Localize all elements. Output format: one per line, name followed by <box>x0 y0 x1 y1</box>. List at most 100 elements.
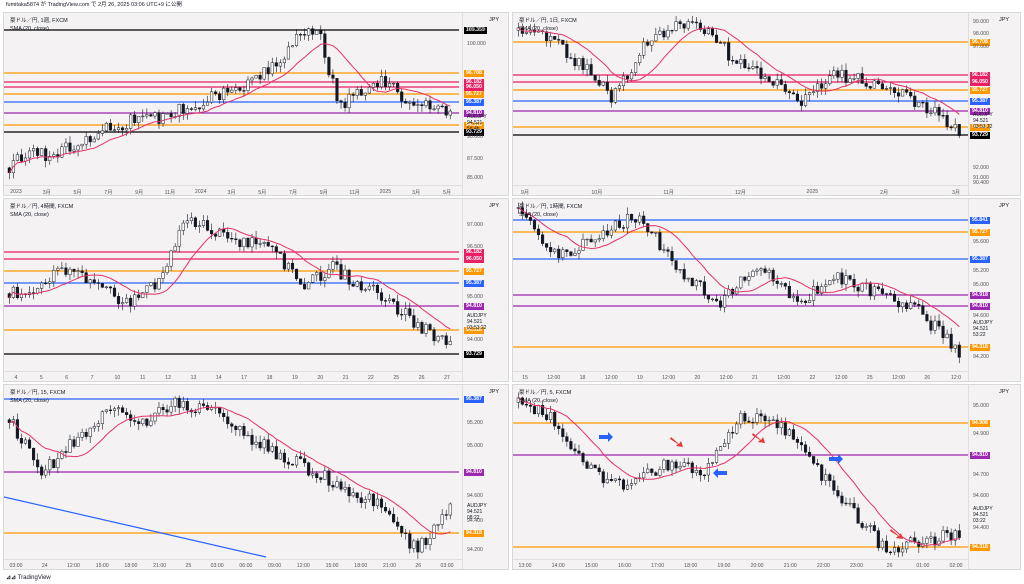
red-arrow-icon[interactable] <box>752 433 765 443</box>
candle <box>137 418 141 431</box>
candle <box>593 239 597 247</box>
candle <box>436 104 440 114</box>
price-axis[interactable]: JPY 109.359 96.708 96.182 96.050 95.727 95.38… <box>462 13 508 195</box>
candle <box>751 269 755 278</box>
time-axis[interactable]: 03:00 24 12:00 15:00 18:00 21:00 25 03:00 06:00 0… <box>4 559 462 569</box>
time-tick: 3月 <box>951 190 961 196</box>
time-axis[interactable]: 4 5 6 7 10 11 12 13 14 17 18 19 20 21 22 25 26 27 <box>4 371 462 381</box>
candle <box>856 284 860 298</box>
candle <box>436 523 440 532</box>
red-arrow-icon[interactable] <box>890 529 903 539</box>
candle <box>108 405 112 415</box>
chart-panel-15m[interactable]: 豪ドル／円, 15, FXCM SMA (20, close) JPY 95.3… <box>3 384 509 570</box>
candle <box>48 456 52 476</box>
candle <box>440 335 444 340</box>
candle <box>690 460 694 479</box>
candle <box>323 465 327 481</box>
price-plot[interactable] <box>513 13 973 185</box>
price-axis[interactable]: JPY 95.841 95.727 95.387 94.918 94.810 94.318… <box>968 199 1020 381</box>
candle <box>642 37 646 59</box>
time-axis[interactable]: 2023 3月 5月 7月 9月 11月 2024 3月 5月 7月 9月 11月 2025 3月 5月 <box>4 185 462 196</box>
time-tick: 12:00 <box>777 375 791 381</box>
sma-indicator-label[interactable]: SMA (20, close) <box>519 398 558 404</box>
chart-panel-5m[interactable]: 豪ドル／円, 5, FXCM SMA (20, close) JPY 94.90… <box>512 384 1021 570</box>
price-level-label: 94.810 <box>464 468 484 476</box>
candle <box>727 429 731 450</box>
candle <box>444 104 448 119</box>
price-tick: 94.200 <box>467 547 483 554</box>
candle <box>56 452 60 473</box>
price-plot[interactable] <box>513 385 973 559</box>
candle <box>832 66 836 79</box>
price-plot[interactable] <box>4 13 464 185</box>
candle <box>945 526 949 538</box>
candle <box>286 457 290 470</box>
candle <box>719 445 723 451</box>
candle <box>226 410 230 429</box>
candle <box>27 437 32 449</box>
candle <box>404 528 408 540</box>
red-arrow-icon[interactable] <box>670 437 683 447</box>
candle <box>343 264 347 280</box>
candle <box>23 152 28 166</box>
price-axis[interactable]: JPY 94.908 94.810 94.318 95.000 94.900 94.700… <box>968 385 1020 569</box>
price-level-label: 96.708 <box>464 69 484 77</box>
candle <box>901 302 905 313</box>
candle <box>315 29 319 35</box>
candle <box>129 295 133 313</box>
time-tick: 09:00 <box>268 563 282 569</box>
chart-panel-1h[interactable]: 豪ドル／円, 1時間, FXCM SMA (20, close) JPY 95.… <box>512 198 1021 382</box>
price-plot[interactable] <box>4 385 464 559</box>
candle <box>698 19 702 33</box>
time-tick: 10月 <box>591 190 603 196</box>
candle <box>820 283 824 296</box>
candle <box>323 273 327 288</box>
candle <box>303 277 307 290</box>
candle <box>941 108 945 119</box>
candle <box>359 277 363 293</box>
candle <box>609 225 613 239</box>
price-plot[interactable] <box>4 199 464 371</box>
sma-indicator-label[interactable]: SMA (20, close) <box>519 26 558 32</box>
candle <box>840 491 844 507</box>
candle <box>828 472 832 487</box>
candle <box>262 240 266 248</box>
price-tick: 95.000 <box>467 442 483 449</box>
chart-panel-4h[interactable]: 豪ドル／円, 4時間, FXCM SMA (20, close) JPY 96.… <box>3 198 509 382</box>
price-plot[interactable] <box>513 199 973 371</box>
blue-arrow-icon[interactable] <box>599 432 613 442</box>
candle <box>795 436 799 449</box>
candle <box>674 459 678 474</box>
time-axis[interactable]: 13:00 14:00 15:00 16:00 17:00 18:00 19:00 20:00… <box>513 559 968 569</box>
candle <box>145 285 149 299</box>
candle <box>929 107 933 117</box>
candle <box>941 525 945 544</box>
price-axis[interactable]: JPY 96.708 96.182 96.050 95.727 95.387 94.810… <box>968 13 1020 195</box>
candle <box>193 101 197 112</box>
sma-indicator-label[interactable]: SMA (20, close) <box>10 398 49 404</box>
candle <box>331 256 335 274</box>
blue-arrow-icon[interactable] <box>829 454 843 464</box>
price-level-label: 96.050 <box>464 83 484 91</box>
time-tick: 14 <box>215 375 222 381</box>
trend-line[interactable] <box>4 496 267 558</box>
candle <box>379 288 384 305</box>
candle <box>197 220 201 233</box>
price-axis[interactable]: JPY 95.387 94.810 94.318 95.200 95.000 94.600… <box>462 385 508 569</box>
sma-indicator-label[interactable]: SMA (20, close) <box>10 26 49 32</box>
candle <box>416 98 420 113</box>
candle <box>432 105 436 112</box>
blue-arrow-icon[interactable] <box>713 468 727 478</box>
candle <box>735 286 739 295</box>
time-axis[interactable]: 15 12:00 18 12:00 19 12:00 20 12:00 21 12:00 22 12:… <box>513 371 968 381</box>
time-axis[interactable]: 9月 10月 11月 12月 2025 2月 3月 <box>513 185 968 196</box>
sma-indicator-label[interactable]: SMA (20, close) <box>10 212 49 218</box>
time-tick: 7月 <box>104 190 113 196</box>
chart-panel-weekly[interactable]: 豪ドル／円, 1週, FXCM SMA (20, close) JPY 109.… <box>3 12 509 196</box>
tradingview-brand[interactable]: ⊿⊿ TradingView <box>0 572 1024 584</box>
price-axis[interactable]: JPY 96.182 96.050 95.727 95.387 94.810 94.318… <box>462 199 508 381</box>
sma-indicator-label[interactable]: SMA (20, close) <box>519 212 558 218</box>
candle <box>40 464 44 480</box>
chart-legend: 豪ドル／円, 15, FXCM SMA (20, close) <box>10 389 65 405</box>
chart-panel-daily[interactable]: 豪ドル／円, 1日, FXCM SMA (20, close) JPY 96.7… <box>512 12 1021 196</box>
